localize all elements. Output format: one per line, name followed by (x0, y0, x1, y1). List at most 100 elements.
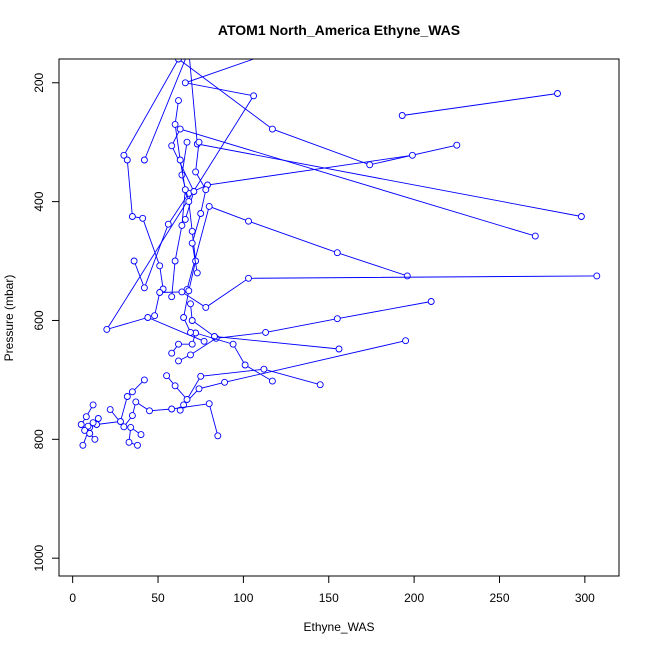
data-point (202, 303, 210, 311)
data-point (178, 221, 186, 229)
data-point (205, 202, 213, 210)
data-point (79, 441, 87, 449)
data-point (171, 257, 179, 265)
series-line (179, 340, 406, 411)
data-point (140, 284, 148, 292)
data-point (188, 239, 196, 247)
data-point (168, 349, 176, 357)
y-tick-label: 200 (32, 72, 46, 92)
data-point (335, 345, 343, 353)
data-point (81, 426, 89, 434)
data-point (200, 337, 208, 345)
data-point (192, 168, 200, 176)
series-8 (183, 202, 411, 294)
data-point (94, 415, 102, 422)
data-point (171, 120, 179, 128)
data-point (103, 325, 111, 333)
x-tick-label: 250 (489, 591, 509, 605)
data-point (250, 92, 258, 100)
data-point (168, 142, 176, 150)
data-point (195, 138, 203, 146)
x-tick-label: 200 (404, 591, 424, 605)
data-point (195, 385, 203, 393)
x-tick-label: 100 (233, 591, 253, 605)
data-point (140, 156, 148, 164)
data-point (180, 314, 188, 321)
data-point (156, 262, 164, 270)
data-point (91, 435, 99, 443)
data-point (168, 405, 176, 413)
data-point (127, 423, 135, 431)
data-point (205, 400, 213, 408)
series-4 (123, 156, 167, 293)
data-point (202, 186, 210, 194)
data-point (146, 407, 153, 415)
data-point (268, 50, 274, 56)
data-point (245, 217, 252, 225)
data-point (125, 438, 133, 446)
series-10 (175, 298, 435, 365)
data-point (188, 340, 196, 348)
data-point (260, 365, 268, 373)
series-14 (163, 365, 324, 403)
series-9 (151, 272, 601, 320)
data-point (188, 227, 196, 235)
series-11 (176, 337, 410, 414)
data-point (402, 337, 410, 345)
series-2 (398, 90, 561, 119)
x-tick-label: 0 (69, 591, 76, 605)
data-point (241, 361, 249, 369)
data-point (176, 406, 184, 414)
series-line (128, 426, 142, 446)
data-point (168, 293, 176, 301)
data-point (183, 396, 191, 403)
data-point (268, 125, 276, 133)
series-line (105, 59, 256, 342)
data-point (262, 328, 270, 336)
series-16 (79, 376, 148, 449)
series-line (143, 59, 582, 217)
data-point (178, 171, 186, 179)
series-line (133, 154, 413, 290)
series-line (123, 59, 457, 166)
data-point (175, 340, 182, 348)
data-point (175, 357, 182, 365)
series-13 (168, 329, 276, 385)
data-point (185, 198, 193, 206)
data-point (366, 161, 374, 169)
data-point (164, 220, 172, 228)
series-1 (103, 50, 274, 345)
y-axis-label: Pressure (mbar) (2, 275, 16, 362)
data-point (185, 287, 193, 295)
series-line (109, 401, 219, 436)
data-point (180, 401, 188, 409)
data-point (130, 257, 138, 265)
data-point (197, 210, 205, 217)
data-point (531, 232, 539, 240)
data-point (139, 214, 147, 222)
data-point (82, 413, 90, 421)
y-tick-label: 800 (32, 429, 46, 449)
data-point (175, 97, 182, 105)
data-point (181, 79, 189, 87)
data-point (577, 213, 585, 220)
data-point (128, 388, 136, 396)
y-tick-label: 1000 (32, 545, 46, 572)
data-point (181, 215, 189, 223)
series-18 (125, 423, 145, 449)
data-point (554, 90, 561, 97)
data-point (134, 441, 141, 449)
chart-title: ATOM1 North_America Ethyne_WAS (218, 22, 460, 38)
series-line (191, 142, 207, 273)
series-6 (140, 59, 585, 220)
data-point (187, 300, 194, 308)
data-point (408, 151, 416, 159)
data-point (132, 398, 140, 406)
data-point (86, 429, 94, 437)
series-line (166, 368, 321, 401)
data-point (171, 382, 179, 390)
series-line (190, 303, 340, 350)
data-point (123, 393, 131, 400)
x-axis-label: Ethyne_WAS (304, 620, 375, 634)
